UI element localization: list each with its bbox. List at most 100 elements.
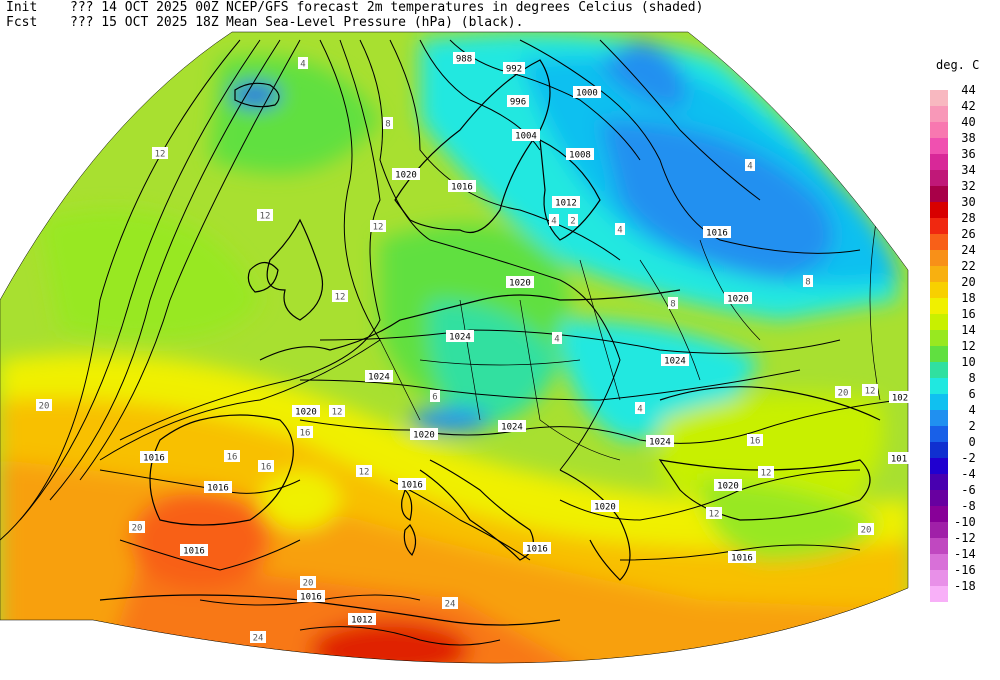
- map-subtitle: Mean Sea-Level Pressure (hPa) (black).: [226, 15, 524, 30]
- isobar-label: 1000: [576, 89, 598, 99]
- header-line-fcst: Fcst ??? 15 OCT 2025 18Z Mean Sea-Level Pr…: [6, 16, 523, 30]
- temperature-label-bg: [706, 507, 722, 519]
- legend-label: 44: [954, 83, 976, 97]
- isobar-label-bg: [410, 428, 438, 440]
- isobar-label: 1024: [449, 333, 471, 343]
- isobar-label-bg: [661, 354, 689, 366]
- isobar-label: 102: [892, 394, 908, 404]
- legend-label: -8: [954, 499, 976, 513]
- temperature-label-bg: [257, 209, 273, 221]
- legend-label: 14: [954, 323, 976, 337]
- temperature-label: 16: [261, 463, 272, 473]
- legend-swatch: [930, 170, 948, 186]
- legend-swatch: [930, 218, 948, 234]
- temperature-label: 4: [300, 60, 305, 70]
- legend-swatch: [930, 106, 948, 122]
- temperature-label-bg: [442, 597, 458, 609]
- legend-label: 24: [954, 243, 976, 257]
- isobar-label-bg: [573, 86, 601, 98]
- fcst-label: Fcst: [6, 15, 38, 30]
- legend-swatch: [930, 538, 948, 554]
- isobar-label-bg: [498, 420, 526, 432]
- temperature-label: 4: [617, 226, 622, 236]
- isobar-label: 1024: [664, 357, 686, 367]
- legend-swatch: [930, 298, 948, 314]
- isobar-label: 101: [891, 455, 907, 465]
- temperature-label-bg: [803, 275, 813, 287]
- legend-swatch: [930, 426, 948, 442]
- isobar-label-bg: [365, 370, 393, 382]
- temperature-label: 20: [303, 579, 314, 589]
- isobar-label-bg: [453, 52, 475, 64]
- legend-swatch: [930, 282, 948, 298]
- init-label: Init: [6, 0, 38, 15]
- isobar-label: 1020: [395, 171, 417, 181]
- temperature-label-bg: [250, 631, 266, 643]
- isobar-label-bg: [446, 330, 474, 342]
- legend-swatch: [930, 186, 948, 202]
- isobar-label: 1004: [515, 132, 537, 142]
- temperature-label-bg: [297, 426, 313, 438]
- header-line-init: Init ??? 14 OCT 2025 00Z NCEP/GFS forecast…: [6, 1, 703, 15]
- isobar-label-bg: [512, 129, 540, 141]
- isobar-label-bg: [292, 405, 320, 417]
- legend-label: 0: [954, 435, 976, 449]
- isobar-label-bg: [392, 168, 420, 180]
- temperature-label: 12: [761, 469, 772, 479]
- legend-label: -16: [954, 563, 976, 577]
- temperature-label: 8: [385, 120, 390, 130]
- coastlines: [99, 59, 881, 626]
- legend-unit: deg. C: [936, 58, 980, 72]
- legend-swatch: [930, 202, 948, 218]
- legend-label: 30: [954, 195, 976, 209]
- map-title: NCEP/GFS forecast 2m temperatures in deg…: [226, 0, 704, 15]
- temperature-label: 12: [332, 408, 343, 418]
- isobar-label-bg: [398, 478, 426, 490]
- temperature-label: 20: [132, 524, 143, 534]
- legend-swatch: [930, 122, 948, 138]
- legend-label: 28: [954, 211, 976, 225]
- temperature-label-bg: [258, 460, 274, 472]
- isobar-label: 1016: [731, 554, 753, 564]
- legend-label: -2: [954, 451, 976, 465]
- temperature-label-bg: [862, 384, 878, 396]
- isobar-label: 1024: [368, 373, 390, 383]
- legend-swatch: [930, 266, 948, 282]
- temperature-label: 24: [253, 634, 264, 644]
- isobar-label: 1016: [706, 229, 728, 239]
- isobar-label: 1020: [717, 482, 739, 492]
- legend-swatch: [930, 394, 948, 410]
- temperature-label: 12: [335, 293, 346, 303]
- temperature-label: 16: [300, 429, 311, 439]
- legend-swatch: [930, 314, 948, 330]
- isobar-label: 1016: [183, 547, 205, 557]
- legend-label: 20: [954, 275, 976, 289]
- legend-swatch: [930, 442, 948, 458]
- temperature-label: 4: [747, 162, 752, 172]
- legend-swatch: [930, 522, 948, 538]
- temperature-label-bg: [552, 332, 562, 344]
- isobar-label-bg: [552, 196, 580, 208]
- temperature-label: 12: [260, 212, 271, 222]
- legend-label: 8: [954, 371, 976, 385]
- isobar-label-bg: [703, 226, 731, 238]
- temperature-label-bg: [615, 223, 625, 235]
- legend-swatch: [930, 458, 948, 474]
- temperature-label-bg: [758, 466, 774, 478]
- isobar-label: 1020: [295, 408, 317, 418]
- temperature-label: 4: [637, 405, 642, 415]
- legend-swatch: [930, 154, 948, 170]
- isobar-label-bg: [728, 551, 756, 563]
- isobar-label: 1016: [207, 484, 229, 494]
- isobar-label-bg: [888, 452, 910, 464]
- temperature-label-bg: [568, 214, 578, 226]
- legend-swatch: [930, 250, 948, 266]
- isobar-label-bg: [646, 435, 674, 447]
- temperature-label: 24: [445, 600, 456, 610]
- temperature-label: 16: [227, 453, 238, 463]
- isobar-label-bg: [297, 590, 325, 602]
- temperature-label: 12: [373, 223, 384, 233]
- isobar-label-bg: [523, 542, 551, 554]
- legend-label: -12: [954, 531, 976, 545]
- legend-label: -4: [954, 467, 976, 481]
